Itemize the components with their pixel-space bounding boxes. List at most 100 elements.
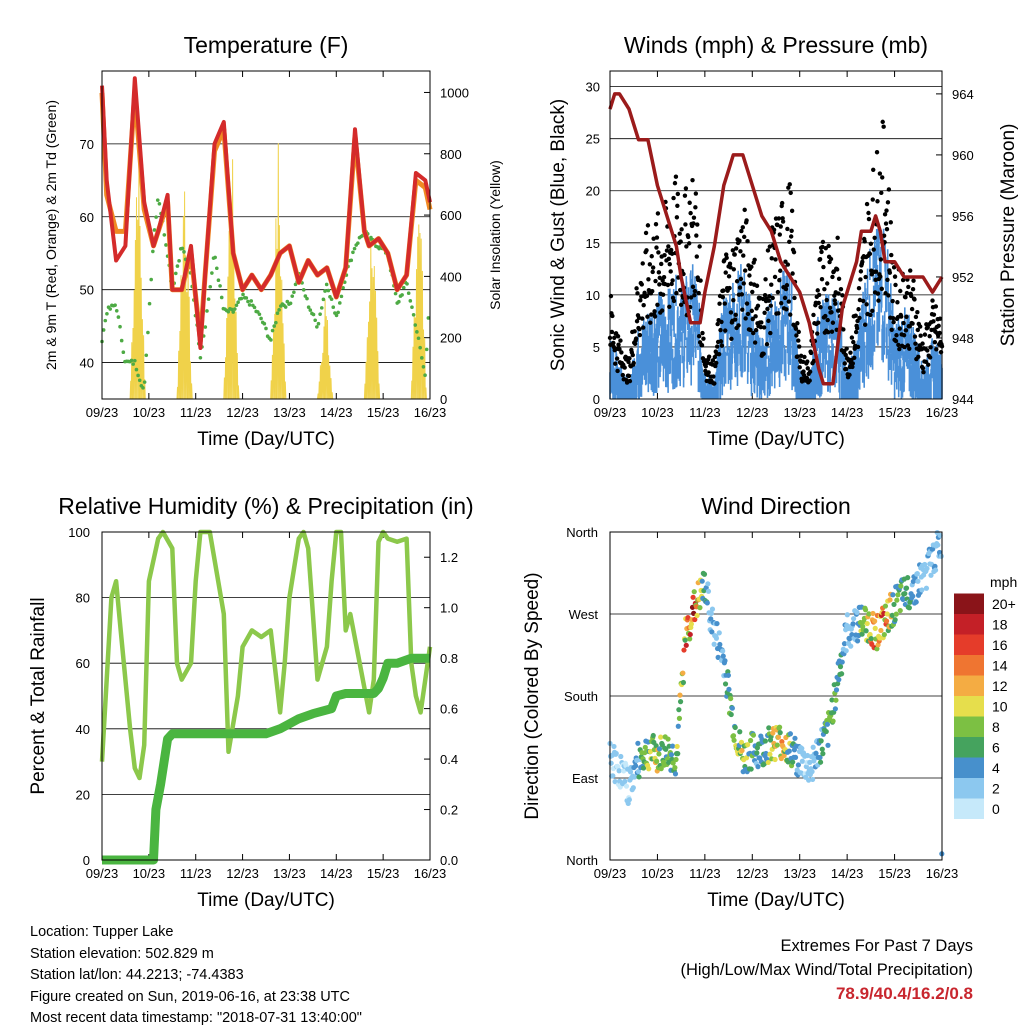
direction-point: [618, 753, 624, 760]
dewpoint-point: [233, 307, 237, 311]
gust-point: [886, 293, 891, 298]
gust-point: [904, 290, 910, 296]
x-tick-label: 11/23: [689, 405, 721, 420]
dewpoint-point: [413, 323, 418, 327]
gust-point: [650, 265, 656, 270]
direction-point: [824, 721, 831, 727]
extremes-subtitle: (High/Low/Max Wind/Total Precipitation): [680, 961, 973, 979]
y-right-tick-label: 960: [952, 148, 974, 163]
dewpoint-point: [356, 241, 360, 245]
gust-point: [741, 253, 746, 258]
gust-point: [775, 289, 781, 295]
gust-point: [634, 286, 639, 291]
gust-point: [753, 314, 758, 319]
gust-point: [738, 249, 743, 254]
created-text: Figure created on Sun, 2019-06-16, at 23…: [30, 988, 350, 1005]
gust-point: [928, 345, 933, 350]
y-right-tick-label: 1.0: [440, 601, 458, 616]
gust-point: [909, 306, 915, 312]
direction-point: [622, 778, 628, 784]
gust-point: [776, 311, 781, 316]
dewpoint-point: [338, 301, 342, 305]
direction-point: [884, 618, 890, 624]
gust-point: [675, 191, 681, 197]
gust-point: [825, 330, 831, 335]
gust-point: [787, 239, 792, 244]
dewpoint-point: [329, 297, 334, 301]
gust-point: [910, 321, 915, 326]
y-tick-label: 25: [586, 132, 600, 147]
y-right-tick-label: 944: [952, 392, 974, 407]
gust-point: [770, 295, 775, 301]
gust-point: [925, 348, 930, 353]
direction-point: [762, 738, 768, 744]
direction-point: [663, 746, 669, 752]
gust-point: [612, 335, 617, 340]
gust-point: [784, 282, 790, 288]
gust-point: [890, 316, 896, 321]
dewpoint-point: [393, 291, 398, 296]
gust-point: [632, 341, 638, 347]
gust-point: [684, 244, 689, 249]
direction-point: [862, 607, 869, 613]
direction-point: [817, 754, 823, 761]
gust-point: [778, 224, 783, 229]
dewpoint-point: [234, 303, 239, 308]
legend-label: 18: [992, 616, 1008, 632]
x-tick-label: 11/23: [180, 866, 212, 881]
gust-point: [818, 305, 823, 310]
gust-point: [880, 119, 885, 125]
dewpoint-point: [155, 198, 160, 202]
x-tick-label: 12/23: [226, 405, 259, 420]
gust-point: [853, 313, 858, 318]
direction-point: [677, 692, 683, 698]
y-tick-label: 0: [83, 853, 90, 868]
pressure-line: [608, 92, 944, 386]
legend-swatch: [954, 655, 984, 676]
location-text: Location: Tupper Lake: [30, 924, 174, 940]
gust-point: [777, 277, 782, 283]
gust-point: [627, 356, 632, 361]
gust-point: [754, 283, 760, 288]
direction-point: [635, 740, 641, 746]
direction-point: [779, 739, 785, 745]
direction-point: [928, 572, 934, 578]
plot-frame: [609, 70, 943, 400]
gust-point: [655, 302, 660, 308]
gust-point: [858, 269, 864, 274]
direction-point: [754, 750, 760, 756]
dewpoint-point: [116, 315, 121, 319]
gust-point: [700, 330, 705, 336]
y-right-tick-label: 0: [440, 392, 447, 407]
gust-point: [798, 353, 804, 358]
gust-point: [799, 379, 805, 384]
direction-point: [866, 611, 872, 617]
gust-point: [862, 239, 867, 244]
dewpoint-point: [215, 266, 219, 271]
dewpoint-point: [274, 320, 278, 325]
direction-point: [804, 752, 811, 759]
station-info: Location: Tupper Lake Station elevation:…: [30, 922, 362, 1030]
direction-point: [670, 760, 676, 766]
direction-point: [766, 725, 772, 731]
direction-point: [732, 724, 738, 731]
direction-point: [757, 755, 763, 761]
dewpoint-point: [208, 284, 213, 289]
gust-point: [653, 222, 659, 227]
gust-point: [832, 298, 838, 303]
gust-point: [779, 301, 784, 306]
direction-point: [623, 783, 630, 789]
gust-point: [761, 325, 767, 330]
direction-point: [658, 734, 664, 740]
gust-point: [678, 302, 684, 308]
gust-point: [861, 298, 866, 304]
x-tick-label: 13/23: [273, 866, 306, 881]
direction-point: [633, 763, 639, 769]
direction-point: [612, 779, 618, 785]
gust-point: [873, 277, 878, 283]
gust-point: [884, 208, 889, 213]
direction-point: [803, 763, 809, 770]
x-tick-label: 12/23: [226, 866, 259, 881]
latlon-text: Station lat/lon: 44.2213; -74.4383: [30, 967, 244, 983]
gust-point: [637, 326, 642, 332]
